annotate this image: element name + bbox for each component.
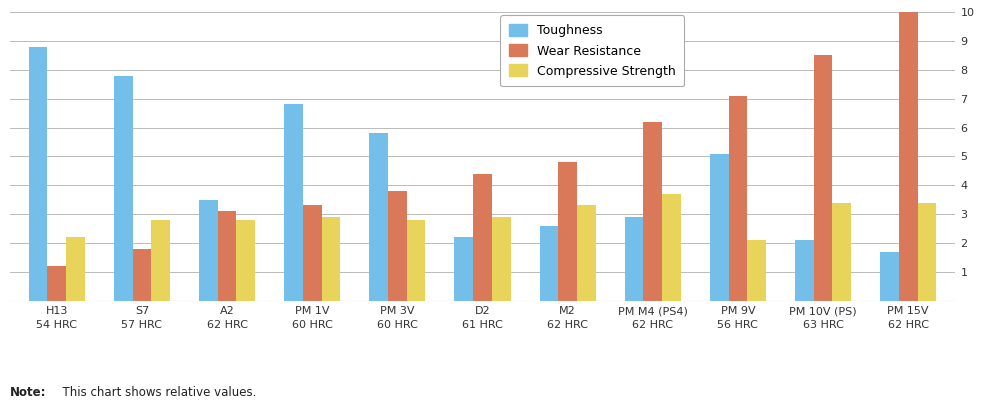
Bar xyxy=(284,104,303,301)
Bar xyxy=(199,200,218,301)
Bar xyxy=(880,252,899,301)
Bar xyxy=(795,240,814,301)
Bar xyxy=(473,174,492,301)
Bar xyxy=(558,162,577,301)
Bar xyxy=(643,122,662,301)
Bar xyxy=(322,217,340,301)
Bar xyxy=(729,96,747,301)
Text: This chart shows relative values.: This chart shows relative values. xyxy=(55,386,256,399)
Legend: Toughness, Wear Resistance, Compressive Strength: Toughness, Wear Resistance, Compressive … xyxy=(500,15,684,86)
Bar xyxy=(133,249,151,301)
Bar xyxy=(407,220,425,301)
Bar xyxy=(918,203,936,301)
Text: Note:: Note: xyxy=(10,386,46,399)
Bar xyxy=(151,220,170,301)
Bar xyxy=(625,217,643,301)
Bar xyxy=(492,217,511,301)
Bar xyxy=(710,154,729,301)
Bar xyxy=(814,55,832,301)
Bar xyxy=(388,191,407,301)
Bar xyxy=(454,237,473,301)
Bar xyxy=(303,205,322,301)
Bar xyxy=(66,237,85,301)
Bar xyxy=(218,211,236,301)
Bar xyxy=(236,220,255,301)
Bar xyxy=(662,194,681,301)
Bar xyxy=(369,133,388,301)
Bar xyxy=(29,47,47,301)
Bar xyxy=(577,205,596,301)
Bar xyxy=(540,226,558,301)
Bar xyxy=(747,240,766,301)
Bar xyxy=(47,266,66,301)
Bar xyxy=(899,12,918,301)
Bar xyxy=(114,75,133,301)
Bar xyxy=(832,203,851,301)
